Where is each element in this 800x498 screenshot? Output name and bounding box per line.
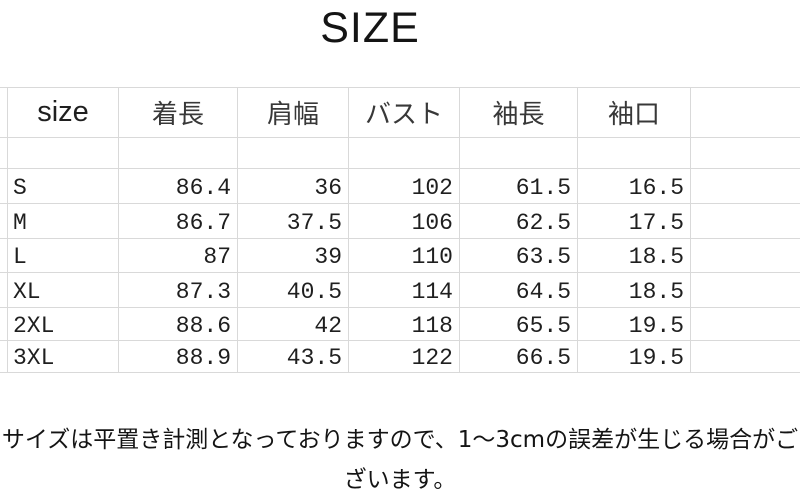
size-label: 2XL (7, 308, 118, 341)
blank-cell (459, 138, 577, 169)
table-cell: 61.5 (459, 169, 577, 204)
table-cell: 42 (237, 308, 348, 341)
column-header-sleeve-length: 袖長 (459, 88, 577, 138)
blank-cell (690, 341, 800, 373)
table-cell: 19.5 (577, 308, 690, 341)
blank-cell (118, 138, 237, 169)
table-cell: 88.9 (118, 341, 237, 373)
blank-cell (237, 138, 348, 169)
blank-cell (690, 88, 800, 138)
blank-cell (690, 308, 800, 341)
column-header-cuff: 袖口 (577, 88, 690, 138)
size-label: M (7, 204, 118, 239)
size-table: size 着長 肩幅 バスト 袖長 袖口 S 86.4 36 102 61.5 … (0, 87, 800, 373)
column-header-garment-length: 着長 (118, 88, 237, 138)
table-cell: 88.6 (118, 308, 237, 341)
gutter-cell (0, 88, 7, 138)
gutter-cell (0, 273, 7, 308)
size-label: XL (7, 273, 118, 308)
column-header-bust: バスト (348, 88, 459, 138)
blank-cell (690, 138, 800, 169)
table-cell: 16.5 (577, 169, 690, 204)
table-cell: 122 (348, 341, 459, 373)
table-cell: 17.5 (577, 204, 690, 239)
blank-cell (690, 204, 800, 239)
gutter-cell (0, 204, 7, 239)
table-cell: 19.5 (577, 341, 690, 373)
blank-cell (577, 138, 690, 169)
table-cell: 114 (348, 273, 459, 308)
gutter-cell (0, 138, 7, 169)
table-cell: 110 (348, 239, 459, 273)
blank-cell (7, 138, 118, 169)
page-title: SIZE (320, 4, 420, 52)
table-cell: 37.5 (237, 204, 348, 239)
table-cell: 87 (118, 239, 237, 273)
column-header-size: size (7, 88, 118, 138)
table-cell: 18.5 (577, 273, 690, 308)
size-label: S (7, 169, 118, 204)
table-cell: 65.5 (459, 308, 577, 341)
size-label: L (7, 239, 118, 273)
blank-cell (690, 239, 800, 273)
blank-cell (690, 169, 800, 204)
table-cell: 39 (237, 239, 348, 273)
table-cell: 86.4 (118, 169, 237, 204)
measurement-note: サイズは平置き計測となっておりますので、1～3cmの誤差が生じる場合がございます… (1, 427, 799, 493)
blank-cell (348, 138, 459, 169)
column-header-shoulder-width: 肩幅 (237, 88, 348, 138)
table-cell: 87.3 (118, 273, 237, 308)
table-cell: 43.5 (237, 341, 348, 373)
gutter-cell (0, 308, 7, 341)
gutter-cell (0, 239, 7, 273)
table-cell: 106 (348, 204, 459, 239)
table-cell: 102 (348, 169, 459, 204)
table-cell: 118 (348, 308, 459, 341)
table-cell: 63.5 (459, 239, 577, 273)
table-cell: 40.5 (237, 273, 348, 308)
blank-cell (690, 273, 800, 308)
gutter-cell (0, 169, 7, 204)
table-cell: 18.5 (577, 239, 690, 273)
table-cell: 86.7 (118, 204, 237, 239)
size-label: 3XL (7, 341, 118, 373)
gutter-cell (0, 341, 7, 373)
table-cell: 36 (237, 169, 348, 204)
table-cell: 62.5 (459, 204, 577, 239)
table-cell: 66.5 (459, 341, 577, 373)
table-cell: 64.5 (459, 273, 577, 308)
